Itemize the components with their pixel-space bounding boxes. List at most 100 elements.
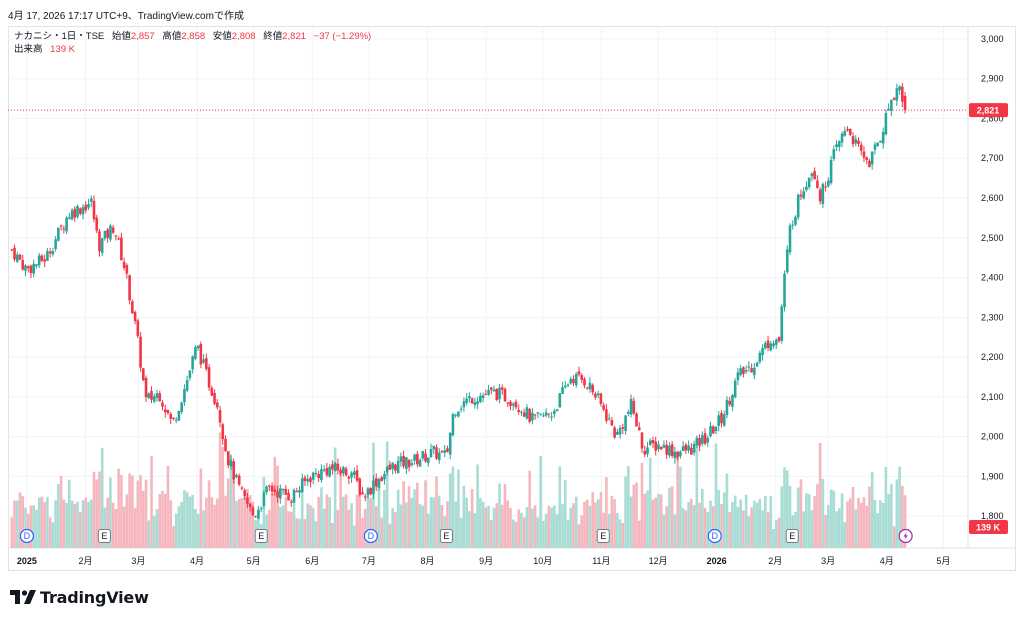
candle-body	[281, 489, 285, 491]
volume-bar	[487, 505, 490, 548]
chart-frame[interactable]	[8, 26, 1016, 571]
volume-bar	[555, 514, 559, 548]
volume-bar	[824, 514, 827, 548]
volume-bar	[342, 496, 345, 548]
last-price-badge	[969, 103, 1008, 118]
volume-bar	[418, 504, 422, 548]
y-tick-label: 1,900	[981, 471, 1004, 481]
candle-body	[424, 453, 427, 462]
volume-bar	[117, 468, 120, 548]
candle-body	[416, 453, 419, 465]
candle-body	[829, 160, 833, 184]
candle-body	[152, 396, 156, 402]
candle-body	[325, 468, 329, 476]
volume-bar	[580, 515, 584, 548]
candle-body	[92, 200, 96, 220]
y-tick-label: 2,000	[981, 432, 1004, 442]
y-tick-label: 3,000	[981, 34, 1004, 44]
volume-bar	[95, 479, 99, 548]
volume-bar	[185, 492, 189, 548]
candle-body	[558, 393, 562, 408]
volume-bar	[687, 501, 690, 548]
volume-bar	[711, 506, 715, 548]
candle-body	[643, 450, 647, 455]
candle-body	[188, 370, 192, 379]
y-tick-label: 2,800	[981, 113, 1004, 123]
legend-low-value: 2,808	[231, 31, 256, 42]
volume-bar	[292, 499, 296, 548]
candle-body	[289, 501, 293, 503]
candle-body	[774, 339, 778, 345]
candle-body	[172, 417, 175, 419]
candle-body	[218, 410, 222, 423]
dividend-marker-label: D	[24, 531, 31, 541]
volume-bar	[407, 486, 411, 548]
x-tick-label: 11月	[592, 556, 610, 566]
volume-bar	[577, 524, 581, 548]
candle-body	[794, 216, 797, 225]
candle-body	[533, 414, 537, 416]
candle-body	[574, 373, 578, 386]
candle-body	[536, 412, 540, 414]
candle-body	[646, 447, 649, 455]
candle-body	[838, 141, 841, 147]
candle-body	[662, 444, 666, 448]
volume-bar	[284, 496, 288, 548]
volume-bar	[799, 479, 803, 548]
volume-bar	[818, 443, 822, 548]
x-tick-label: 8月	[421, 556, 435, 566]
candle-body	[262, 492, 266, 506]
volume-bar	[684, 510, 688, 548]
candle-body	[824, 186, 827, 188]
volume-bar	[298, 518, 301, 548]
volume-bar	[643, 493, 647, 548]
candle-body	[591, 384, 594, 393]
volume-bar	[479, 497, 482, 548]
volume-bar	[421, 505, 425, 548]
candle-body	[750, 368, 753, 373]
candle-body	[555, 409, 559, 412]
dividend-marker-label: D	[368, 531, 375, 541]
candle-body	[248, 503, 252, 508]
tradingview-logo[interactable]: TradingView	[10, 586, 149, 608]
volume-bar	[435, 476, 438, 548]
volume-bar	[832, 490, 836, 548]
candle-body	[232, 461, 236, 480]
candle-body	[490, 387, 493, 390]
candle-body	[550, 416, 553, 418]
candle-body	[174, 419, 178, 421]
volume-bar	[846, 501, 849, 548]
volume-bar	[676, 455, 679, 548]
candle-body	[413, 454, 416, 461]
volume-bar	[879, 500, 882, 548]
candle-body	[306, 479, 310, 482]
candle-body	[563, 385, 567, 388]
candle-body	[739, 368, 742, 375]
candle-body	[654, 441, 658, 451]
candle-body	[166, 409, 170, 414]
candle-body	[500, 387, 504, 390]
candle-body	[503, 388, 507, 402]
volume-bar	[303, 519, 307, 548]
candle-body	[270, 485, 274, 492]
legend-volume-label[interactable]: 出来高	[14, 44, 43, 55]
candle-body	[459, 408, 463, 410]
volume-bar	[243, 497, 246, 548]
candle-body	[720, 413, 723, 424]
volume-bar	[270, 493, 274, 548]
volume-bar	[873, 499, 877, 548]
earnings-marker-icon	[596, 529, 610, 543]
volume-bar	[35, 509, 38, 548]
candle-body	[668, 445, 671, 456]
candle-body	[303, 477, 307, 481]
volume-bar	[857, 497, 860, 548]
volume-bar	[574, 496, 578, 548]
candle-body	[818, 189, 822, 202]
candle-body	[676, 451, 679, 458]
volume-bar	[470, 489, 474, 548]
candle-body	[747, 366, 751, 368]
legend-symbol[interactable]: ナカニシ・1日・TSE	[14, 31, 105, 42]
volume-bar	[218, 432, 222, 548]
volume-bar	[339, 470, 342, 548]
